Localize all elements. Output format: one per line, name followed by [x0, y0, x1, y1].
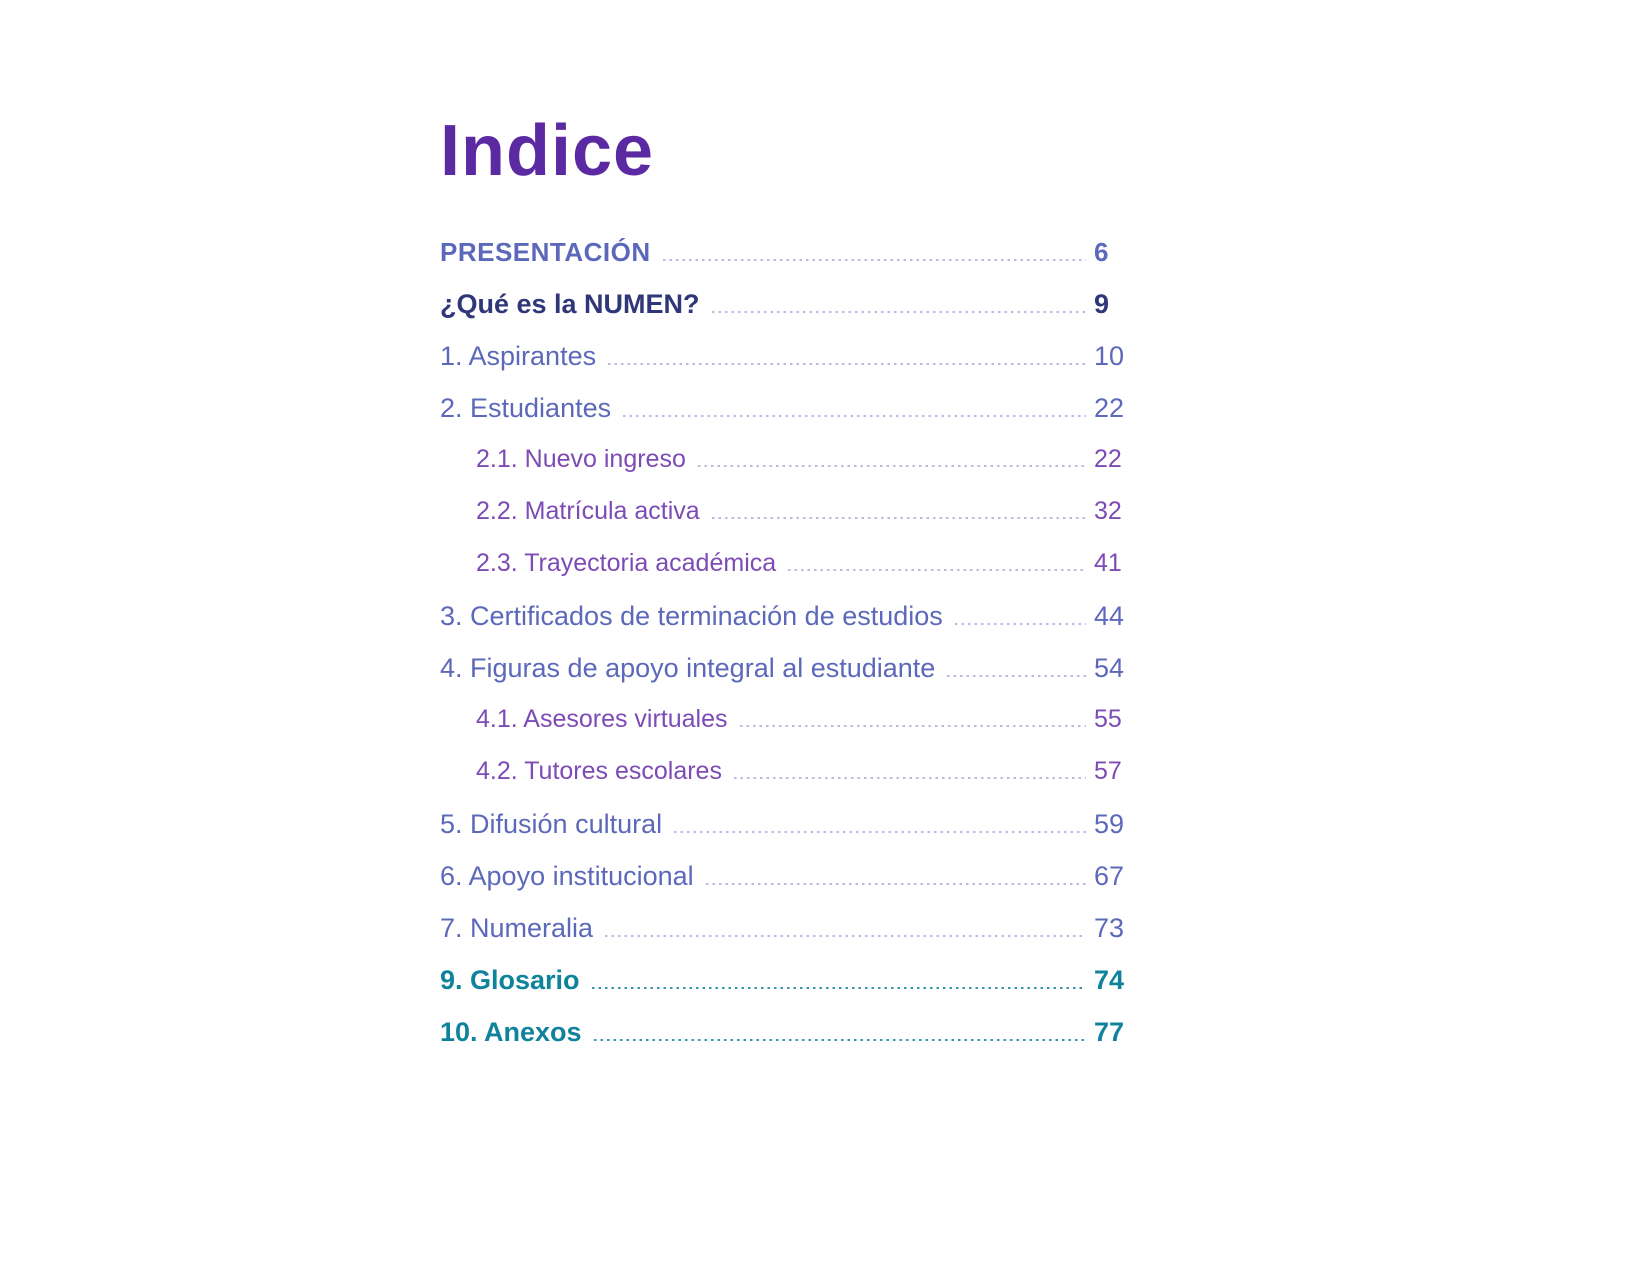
toc-entry-page-number: 22 [1094, 393, 1125, 424]
toc-entry[interactable]: 2. Estudiantes 22 [440, 393, 1138, 427]
toc-entry[interactable]: PRESENTACIÓN 6 [440, 237, 1138, 271]
toc-entry-label: PRESENTACIÓN [440, 237, 651, 268]
toc-entry-label: 3. Certificados de terminación de estudi… [440, 601, 943, 632]
toc-entry-label: ¿Qué es la NUMEN? [440, 289, 700, 320]
toc-entry-label: 4.2. Tutores escolares [476, 757, 722, 786]
dotted-leader [705, 882, 1086, 886]
dotted-leader [674, 830, 1086, 834]
toc-entry-page-number: 41 [1094, 549, 1122, 578]
toc-entry-page-number: 22 [1094, 445, 1122, 474]
toc-entry[interactable]: 3. Certificados de terminación de estudi… [440, 601, 1138, 635]
dotted-leader [605, 934, 1086, 938]
toc-entry-label: 2.1. Nuevo ingreso [476, 445, 686, 474]
toc-entry[interactable]: 5. Difusión cultural 59 [440, 809, 1138, 843]
toc-entry-label: 9. Glosario [440, 965, 580, 996]
toc-entry[interactable]: ¿Qué es la NUMEN? 9 [440, 289, 1138, 323]
toc-entry-page-number: 77 [1094, 1017, 1125, 1048]
toc-entry-label: 7. Numeralia [440, 913, 594, 944]
toc-entry-label: 2. Estudiantes [440, 393, 612, 424]
dotted-leader [697, 464, 1086, 468]
toc-entry[interactable]: 2.1. Nuevo ingreso 22 [440, 445, 1138, 479]
dotted-leader [662, 258, 1086, 262]
dotted-leader [591, 986, 1086, 990]
toc-entry[interactable]: 4.1. Asesores virtuales 55 [440, 705, 1138, 739]
toc-entry-label: 2.2. Matrícula activa [476, 497, 700, 526]
dotted-leader [947, 674, 1086, 678]
toc-entry-page-number: 32 [1094, 497, 1122, 526]
toc-entry[interactable]: 2.2. Matrícula activa 32 [440, 497, 1138, 531]
page-title: Indice [440, 111, 655, 191]
toc-entry[interactable]: 7. Numeralia 73 [440, 913, 1138, 947]
toc-entry[interactable]: 6. Apoyo institucional 67 [440, 861, 1138, 895]
toc-entry-label: 4.1. Asesores virtuales [476, 705, 728, 734]
dotted-leader [608, 362, 1086, 366]
toc-entry-page-number: 10 [1094, 341, 1125, 372]
toc-entry-label: 1. Aspirantes [440, 341, 597, 372]
toc-entry-page-number: 55 [1094, 705, 1122, 734]
toc-content-column: Indice PRESENTACIÓN 6 ¿Qué es la NUMEN? … [440, 111, 1138, 1069]
toc-entry-page-number: 67 [1094, 861, 1125, 892]
toc-entry[interactable]: 4.2. Tutores escolares 57 [440, 757, 1138, 791]
toc-entry[interactable]: 4. Figuras de apoyo integral al estudian… [440, 653, 1138, 687]
toc-entry-page-number: 9 [1094, 289, 1110, 320]
toc-entry[interactable]: 2.3. Trayectoria académica 41 [440, 549, 1138, 583]
dotted-leader [954, 622, 1086, 626]
table-of-contents: PRESENTACIÓN 6 ¿Qué es la NUMEN? 9 1. As… [440, 237, 1138, 1051]
dotted-leader [733, 776, 1086, 780]
toc-entry-label: 5. Difusión cultural [440, 809, 663, 840]
toc-entry-page-number: 54 [1094, 653, 1125, 684]
toc-entry-label: 6. Apoyo institucional [440, 861, 694, 892]
dotted-leader [711, 516, 1086, 520]
toc-entry-label: 4. Figuras de apoyo integral al estudian… [440, 653, 936, 684]
toc-entry-page-number: 73 [1094, 913, 1125, 944]
dotted-leader [788, 568, 1086, 572]
toc-entry-page-number: 74 [1094, 965, 1125, 996]
dotted-leader [593, 1038, 1086, 1042]
dotted-leader [623, 414, 1086, 418]
toc-entry-page-number: 59 [1094, 809, 1125, 840]
toc-entry-page-number: 57 [1094, 757, 1122, 786]
toc-entry[interactable]: 1. Aspirantes 10 [440, 341, 1138, 375]
toc-entry[interactable]: 9. Glosario 74 [440, 965, 1138, 999]
toc-entry-page-number: 6 [1094, 237, 1109, 268]
toc-entry-label: 2.3. Trayectoria académica [476, 549, 777, 578]
dotted-leader [711, 310, 1086, 314]
toc-entry-page-number: 44 [1094, 601, 1125, 632]
toc-entry[interactable]: 10. Anexos 77 [440, 1017, 1138, 1051]
toc-entry-label: 10. Anexos [440, 1017, 582, 1048]
dotted-leader [739, 724, 1086, 728]
